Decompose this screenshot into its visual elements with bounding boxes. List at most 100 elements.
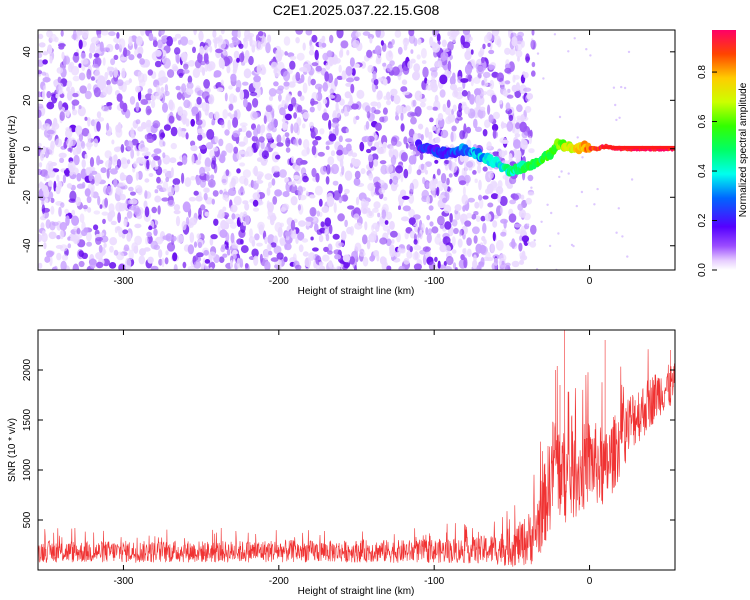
noise-speckle	[476, 65, 485, 75]
noise-speckle	[110, 220, 117, 226]
noise-speckle	[407, 60, 413, 69]
noise-speckle	[491, 30, 500, 37]
noise-speckle	[412, 251, 420, 261]
noise-speckle	[72, 263, 79, 270]
noise-speckle	[370, 146, 377, 151]
noise-speckle	[188, 196, 197, 202]
noise-speckle	[59, 244, 68, 252]
noise-speckle	[427, 228, 432, 235]
noise-speckle	[42, 59, 48, 65]
noise-speckle	[295, 30, 304, 35]
noise-speckle	[502, 89, 508, 97]
noise-speckle	[221, 178, 227, 184]
noise-speckle	[172, 65, 179, 72]
noise-speckle	[228, 103, 234, 111]
noise-speckle	[154, 60, 162, 68]
noise-speckle	[93, 87, 101, 98]
noise-speckle	[239, 175, 247, 185]
noise-speckle	[62, 174, 66, 184]
noise-speckle	[224, 129, 230, 136]
noise-speckle	[314, 185, 323, 196]
noise-speckle	[121, 232, 126, 239]
noise-speckle	[88, 173, 93, 182]
noise-speckle	[516, 104, 523, 113]
noise-speckle	[354, 170, 361, 179]
noise-speckle	[417, 38, 422, 45]
noise-speckle	[306, 146, 310, 155]
noise-speckle	[89, 157, 95, 168]
noise-speckle	[242, 81, 249, 86]
noise-speckle	[238, 128, 243, 133]
noise-speckle	[208, 112, 215, 119]
noise-speckle	[72, 75, 80, 82]
noise-speckle	[109, 210, 116, 218]
noise-speckle	[353, 213, 360, 220]
noise-speckle	[162, 152, 166, 159]
noise-speckle	[526, 93, 534, 100]
noise-speckle	[324, 71, 330, 82]
noise-speckle	[78, 260, 85, 268]
noise-speckle	[341, 165, 345, 176]
noise-speckle	[403, 44, 408, 51]
noise-speckle	[269, 216, 275, 226]
noise-speckle	[318, 261, 324, 266]
noise-speckle	[514, 228, 523, 234]
noise-speckle	[289, 55, 297, 61]
noise-speckle	[178, 72, 184, 78]
noise-speckle	[473, 76, 481, 84]
noise-speckle	[153, 155, 161, 161]
noise-speckle	[86, 68, 92, 80]
noise-speckle	[177, 161, 183, 166]
noise-speckle	[596, 187, 599, 191]
noise-speckle	[392, 175, 399, 185]
noise-speckle	[501, 260, 505, 265]
noise-speckle	[470, 49, 474, 55]
noise-speckle	[293, 122, 299, 134]
noise-speckle	[615, 118, 618, 122]
noise-speckle	[100, 104, 105, 111]
noise-speckle	[170, 142, 177, 150]
noise-speckle	[359, 251, 366, 257]
noise-speckle	[108, 31, 116, 37]
noise-speckle	[250, 91, 258, 97]
noise-speckle	[425, 161, 432, 168]
noise-speckle	[294, 164, 301, 172]
noise-speckle	[530, 186, 533, 189]
noise-speckle	[82, 30, 89, 39]
noise-speckle	[338, 196, 343, 204]
noise-speckle	[523, 87, 532, 92]
noise-speckle	[121, 67, 126, 79]
noise-speckle	[414, 90, 423, 101]
noise-speckle	[113, 67, 118, 78]
noise-speckle	[69, 61, 75, 70]
noise-speckle	[291, 231, 297, 240]
noise-speckle	[575, 204, 578, 208]
noise-speckle	[450, 162, 458, 174]
noise-speckle	[203, 192, 208, 201]
noise-speckle	[353, 76, 360, 82]
noise-speckle	[162, 102, 168, 113]
noise-speckle	[238, 43, 244, 49]
noise-speckle	[383, 78, 388, 86]
noise-speckle	[576, 136, 579, 139]
noise-speckle	[298, 244, 304, 253]
noise-speckle	[232, 130, 241, 138]
noise-speckle	[409, 230, 416, 239]
noise-speckle	[323, 246, 329, 253]
noise-speckle	[48, 170, 56, 178]
noise-speckle	[274, 222, 283, 233]
noise-speckle	[111, 155, 117, 166]
noise-speckle	[447, 60, 452, 72]
noise-speckle	[76, 172, 82, 182]
noise-speckle	[60, 202, 65, 208]
noise-speckle	[444, 265, 452, 270]
noise-speckle	[71, 215, 80, 226]
noise-speckle	[431, 75, 436, 83]
noise-speckle	[102, 47, 110, 52]
noise-speckle	[337, 213, 345, 222]
noise-speckle	[227, 119, 231, 131]
noise-speckle	[518, 235, 523, 242]
noise-speckle	[104, 150, 112, 159]
noise-speckle	[212, 30, 217, 38]
noise-speckle	[203, 79, 211, 89]
